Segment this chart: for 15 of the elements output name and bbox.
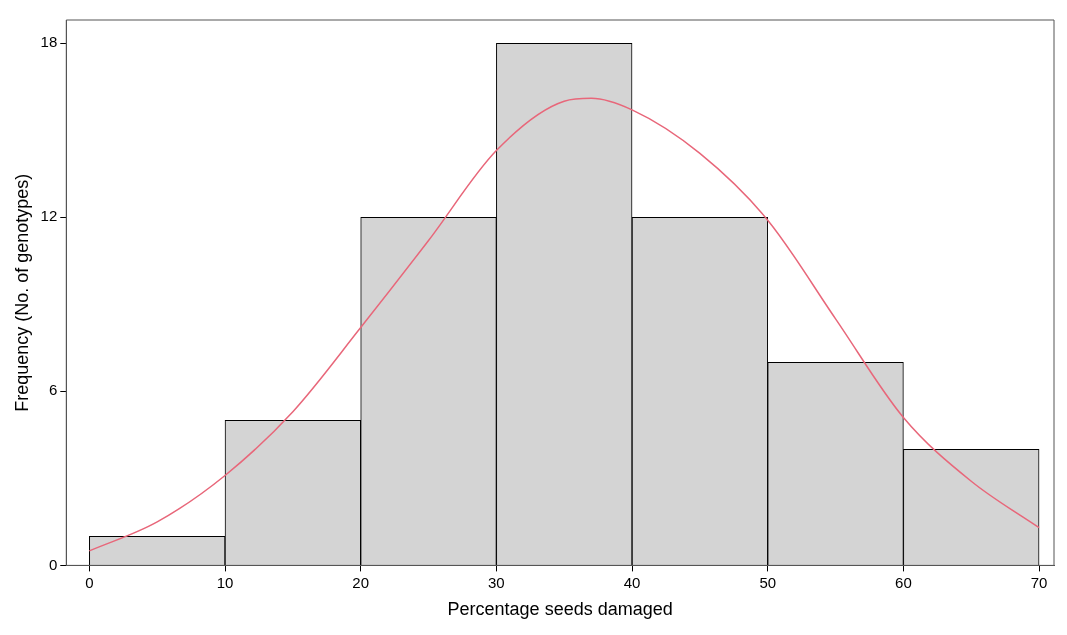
y-tick-label: 0: [48, 555, 58, 573]
x-axis-title: Percentage seeds damaged: [447, 599, 673, 620]
x-tick-label: 20: [352, 573, 370, 591]
x-tick-label: 70: [1030, 573, 1048, 591]
x-tick-label: 0: [85, 573, 94, 591]
y-axis-title: Frequency (No. of genotypes): [11, 173, 32, 412]
line-series: [88, 97, 1040, 552]
x-tick-label: 40: [623, 573, 641, 591]
y-tick-label: 12: [40, 207, 58, 225]
x-tick-label: 10: [216, 573, 234, 591]
x-tick-label: 60: [895, 573, 912, 591]
y-tick-label: 6: [48, 381, 58, 399]
x-tick-label: 50: [759, 573, 777, 591]
x-tick-label: 30: [488, 573, 505, 591]
y-tick-label: 18: [40, 33, 58, 51]
